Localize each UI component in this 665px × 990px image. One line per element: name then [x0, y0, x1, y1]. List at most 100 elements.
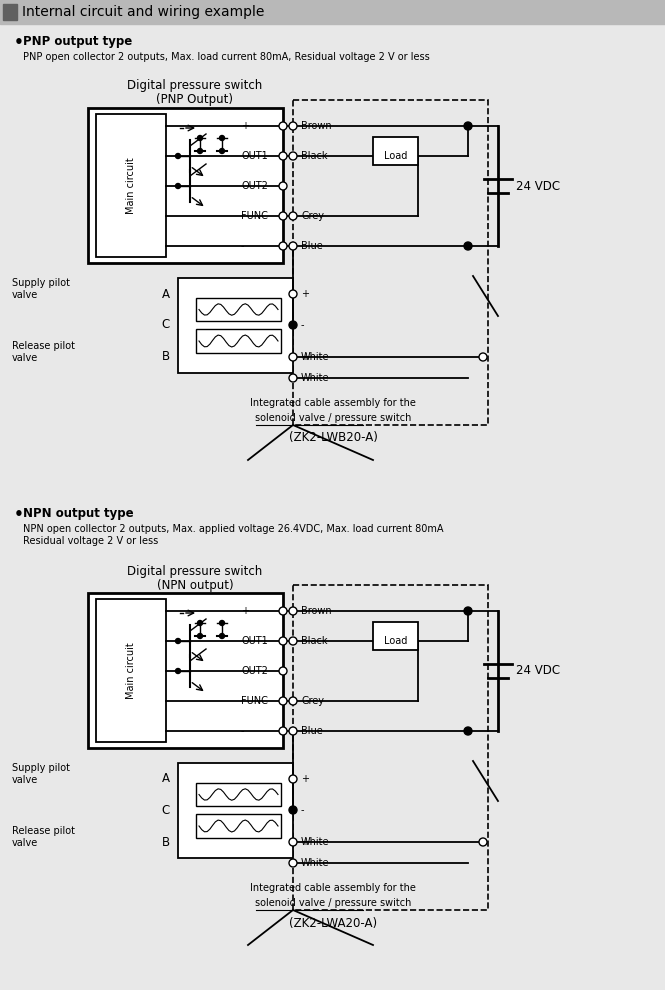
Text: PNP output type: PNP output type: [23, 36, 132, 49]
Circle shape: [219, 136, 225, 141]
Bar: [88, 108, 283, 263]
Text: Supply pilot
valve: Supply pilot valve: [12, 278, 70, 300]
Text: Integrated cable assembly for the: Integrated cable assembly for the: [250, 883, 416, 893]
Text: C: C: [162, 319, 170, 332]
Circle shape: [479, 838, 487, 846]
Bar: [3, 4, 17, 20]
Text: 24 VDC: 24 VDC: [516, 179, 560, 192]
Bar: [293, 100, 488, 425]
Circle shape: [289, 152, 297, 160]
Text: (ZK2-LWA20-A): (ZK2-LWA20-A): [289, 917, 377, 930]
Bar: [373, 137, 418, 165]
Text: Grey: Grey: [301, 211, 324, 221]
Text: B: B: [162, 350, 170, 363]
Circle shape: [279, 697, 287, 705]
Text: Release pilot
valve: Release pilot valve: [12, 827, 75, 847]
Text: Black: Black: [301, 636, 327, 646]
Circle shape: [289, 607, 297, 615]
Circle shape: [289, 212, 297, 220]
Text: +: +: [301, 352, 309, 362]
Text: Release pilot
valve: Release pilot valve: [12, 342, 75, 362]
Bar: [196, 814, 281, 838]
Bar: [96, 599, 166, 742]
Text: solenoid valve / pressure switch: solenoid valve / pressure switch: [255, 413, 411, 423]
Circle shape: [176, 639, 180, 644]
Text: OUT2: OUT2: [241, 181, 268, 191]
Circle shape: [289, 321, 297, 329]
Bar: [178, 278, 293, 373]
Bar: [88, 593, 283, 748]
Text: Brown: Brown: [301, 121, 332, 131]
Circle shape: [289, 122, 297, 130]
Circle shape: [289, 290, 297, 298]
Text: FUNC: FUNC: [241, 696, 268, 706]
Text: Load: Load: [384, 151, 407, 161]
Circle shape: [219, 621, 225, 626]
Bar: [196, 783, 281, 806]
Text: -: -: [301, 320, 305, 330]
Circle shape: [279, 667, 287, 675]
Text: Main circuit: Main circuit: [126, 157, 136, 214]
Text: -: -: [241, 241, 245, 251]
Circle shape: [279, 182, 287, 190]
Circle shape: [289, 775, 297, 783]
Circle shape: [289, 353, 297, 361]
Circle shape: [289, 727, 297, 735]
Circle shape: [289, 697, 297, 705]
Circle shape: [279, 242, 287, 250]
Text: C: C: [162, 804, 170, 817]
Text: NPN open collector 2 outputs, Max. applied voltage 26.4VDC, Max. load current 80: NPN open collector 2 outputs, Max. appli…: [23, 524, 444, 534]
Text: Digital pressure switch: Digital pressure switch: [128, 564, 263, 577]
Bar: [178, 763, 293, 858]
Bar: [373, 622, 418, 650]
Circle shape: [198, 136, 203, 141]
Text: +: +: [301, 289, 309, 299]
Text: Internal circuit and wiring example: Internal circuit and wiring example: [22, 5, 265, 19]
Text: White: White: [301, 858, 329, 868]
Circle shape: [198, 634, 203, 639]
Text: 24 VDC: 24 VDC: [516, 664, 560, 677]
Text: (NPN output): (NPN output): [157, 578, 233, 591]
Text: Residual voltage 2 V or less: Residual voltage 2 V or less: [23, 536, 158, 546]
Circle shape: [198, 621, 203, 626]
Circle shape: [479, 353, 487, 361]
Text: Supply pilot
valve: Supply pilot valve: [12, 763, 70, 785]
Text: White: White: [301, 352, 329, 362]
Text: FUNC: FUNC: [241, 211, 268, 221]
Circle shape: [219, 634, 225, 639]
Circle shape: [289, 374, 297, 382]
Circle shape: [279, 212, 287, 220]
Circle shape: [289, 838, 297, 846]
Text: •: •: [14, 35, 24, 50]
Bar: [0, 0, 665, 24]
Circle shape: [289, 859, 297, 867]
Text: A: A: [162, 287, 170, 301]
Circle shape: [176, 183, 180, 188]
Text: Main circuit: Main circuit: [126, 643, 136, 699]
Text: -: -: [301, 805, 305, 815]
Text: Brown: Brown: [301, 606, 332, 616]
Circle shape: [176, 668, 180, 673]
Text: OUT2: OUT2: [241, 666, 268, 676]
Circle shape: [176, 153, 180, 158]
Circle shape: [219, 148, 225, 153]
Text: PNP open collector 2 outputs, Max. load current 80mA, Residual voltage 2 V or le: PNP open collector 2 outputs, Max. load …: [23, 52, 430, 62]
Text: (ZK2-LWB20-A): (ZK2-LWB20-A): [289, 432, 378, 445]
Text: OUT1: OUT1: [241, 151, 268, 161]
Text: NPN output type: NPN output type: [23, 508, 134, 521]
Text: -: -: [241, 726, 245, 736]
Text: Digital pressure switch: Digital pressure switch: [128, 79, 263, 92]
Circle shape: [279, 152, 287, 160]
Circle shape: [289, 806, 297, 814]
Text: Integrated cable assembly for the: Integrated cable assembly for the: [250, 398, 416, 408]
Text: Load: Load: [384, 636, 407, 646]
Bar: [96, 114, 166, 257]
Text: +: +: [301, 774, 309, 784]
Text: Grey: Grey: [301, 696, 324, 706]
Bar: [196, 329, 281, 353]
Text: OUT1: OUT1: [241, 636, 268, 646]
Text: Black: Black: [301, 151, 327, 161]
Circle shape: [464, 727, 472, 735]
Circle shape: [289, 242, 297, 250]
Text: White: White: [301, 373, 329, 383]
